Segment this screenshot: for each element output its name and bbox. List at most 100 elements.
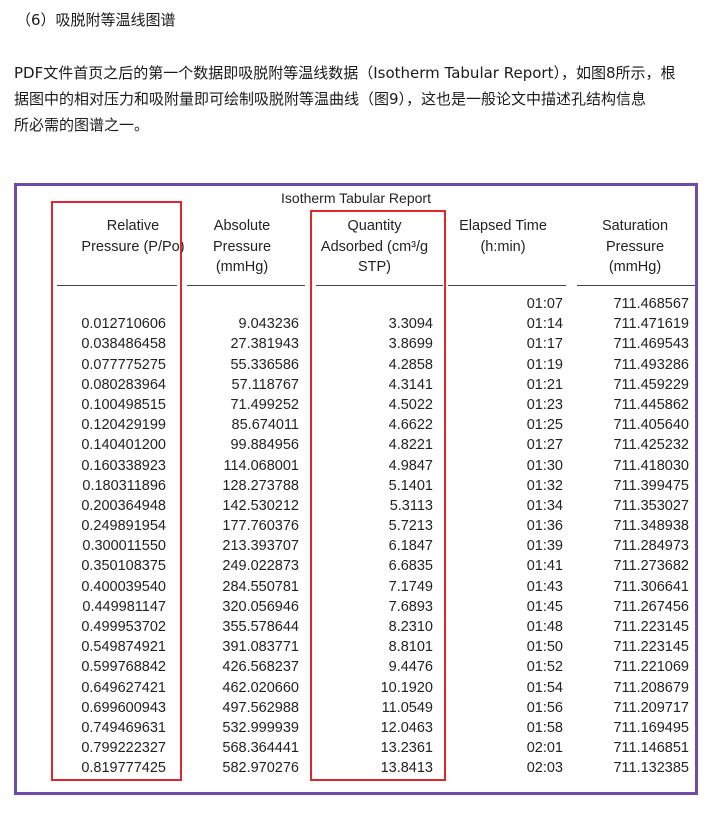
header-elapsed-time: Elapsed Time (h:min) xyxy=(443,216,563,257)
table-cell: 711.459229 xyxy=(613,376,689,393)
table-cell: 711.418030 xyxy=(613,457,689,474)
table-cell: 01:25 xyxy=(526,417,563,434)
table-cell: 4.2858 xyxy=(388,356,433,373)
header-line: (mmHg) xyxy=(215,259,269,275)
header-line: Pressure xyxy=(605,238,665,255)
table-cell: 85.674011 xyxy=(231,417,299,434)
table-cell: 711.132385 xyxy=(613,760,689,777)
table-cell: 4.5022 xyxy=(388,396,433,413)
table-cell: 6.6835 xyxy=(388,558,433,575)
table-cell: 02:03 xyxy=(526,760,563,777)
highlight-box-relative-pressure xyxy=(51,201,182,781)
table-cell: 711.146851 xyxy=(613,740,689,757)
table-cell: 9.043236 xyxy=(238,316,299,333)
table-cell: 320.056946 xyxy=(222,598,299,615)
paragraph-line: PDF文件首页之后的第一个数据即吸脱附等温线数据（Isotherm Tabula… xyxy=(14,64,676,82)
table-cell: 0.038486458 xyxy=(81,336,166,353)
column-absolute-pressure: 9.043236 27.381943 55.336586 57.118767 71.49… xyxy=(187,294,299,779)
table-cell: 462.020660 xyxy=(222,679,299,696)
table-cell: 582.970276 xyxy=(222,760,299,777)
column-saturation-pressure: 711.468567 711.471619 711.469543 711.493286… xyxy=(577,294,689,779)
header-rule xyxy=(57,285,177,286)
header-line: Saturation xyxy=(601,218,669,234)
table-cell: 0.819777425 xyxy=(81,760,166,777)
table-cell: 284.550781 xyxy=(222,578,299,595)
table-cell: 568.364441 xyxy=(222,740,299,757)
table-cell: 0.300011550 xyxy=(82,538,166,555)
table-cell: 711.425232 xyxy=(613,437,689,454)
table-cell: 4.3141 xyxy=(388,376,433,393)
header-absolute-pressure: Absolute Pressure (mmHg) xyxy=(187,216,297,278)
table-cell: 142.530212 xyxy=(222,497,299,514)
table-cell: 9.4476 xyxy=(388,659,433,676)
header-line: (h:min) xyxy=(480,238,526,255)
table-cell: 711.223145 xyxy=(613,639,689,656)
table-cell: 6.1847 xyxy=(388,538,433,555)
table-cell: 01:17 xyxy=(526,336,563,353)
table-cell: 0.549874921 xyxy=(81,639,166,656)
table-cell: 0.012710606 xyxy=(81,316,166,333)
header-line: Elapsed Time xyxy=(459,218,547,234)
table-cell: 711.468567 xyxy=(613,296,689,312)
table-cell: 0.120429199 xyxy=(81,417,166,434)
table-cell: 711.284973 xyxy=(613,538,689,555)
table-cell: 01:23 xyxy=(526,396,563,413)
table-cell: 4.6622 xyxy=(388,417,433,434)
table-cell: 0.699600943 xyxy=(81,699,166,716)
table-cell: 711.221069 xyxy=(613,659,689,676)
report-title: Isotherm Tabular Report xyxy=(281,190,431,206)
table-cell: 01:41 xyxy=(526,558,563,575)
section-heading: （6）吸脱附等温线图谱 xyxy=(16,11,176,29)
table-cell: 0.649627421 xyxy=(81,679,166,696)
table-cell: 114.068001 xyxy=(223,457,299,474)
table-cell: 01:27 xyxy=(526,437,563,454)
table-cell: 0.080283964 xyxy=(81,376,166,393)
table-cell: 213.393707 xyxy=(222,538,299,555)
table-cell: 01:21 xyxy=(526,376,563,393)
header-rule xyxy=(187,285,305,286)
table-cell: 391.083771 xyxy=(222,639,299,656)
table-cell: 0.180311896 xyxy=(82,477,166,494)
table-cell: 13.2361 xyxy=(380,740,433,757)
table-cell: 497.562988 xyxy=(222,699,299,716)
table-cell: 711.169495 xyxy=(613,719,689,736)
table-cell: 249.022873 xyxy=(222,558,299,575)
table-cell: 71.499252 xyxy=(230,396,299,413)
table-cell: 711.353027 xyxy=(613,497,689,514)
header-line: Pressure xyxy=(212,238,272,255)
table-cell: 0.449981147 xyxy=(82,598,166,615)
table-cell: 0.160338923 xyxy=(81,457,166,474)
table-cell: 01:36 xyxy=(526,518,563,535)
table-cell: 711.471619 xyxy=(613,316,689,333)
table-cell: 01:39 xyxy=(526,538,563,555)
body-paragraph: PDF文件首页之后的第一个数据即吸脱附等温线数据（Isotherm Tabula… xyxy=(14,60,704,138)
table-cell: 0.200364948 xyxy=(81,497,166,514)
table-cell: 532.999939 xyxy=(222,719,299,736)
table-cell: 711.223145 xyxy=(613,619,689,635)
table-cell: 355.578644 xyxy=(222,619,299,635)
table-cell: 27.381943 xyxy=(230,336,299,353)
header-line: Adsorbed (cm³/g xyxy=(320,238,429,255)
table-cell: 01:54 xyxy=(526,679,563,696)
table-cell: 4.9847 xyxy=(388,457,433,474)
table-cell: 12.0463 xyxy=(380,719,433,736)
table-cell: 711.399475 xyxy=(613,477,689,494)
table-cell: 01:19 xyxy=(526,356,563,373)
header-line: Relative xyxy=(106,218,160,234)
table-cell: 711.493286 xyxy=(613,356,689,373)
table-cell: 01:14 xyxy=(526,316,563,333)
table-cell: 711.209717 xyxy=(613,699,689,716)
table-cell: 3.8699 xyxy=(388,336,433,353)
table-cell: 01:45 xyxy=(526,598,563,615)
table-cell: 01:43 xyxy=(526,578,563,595)
table-cell: 5.1401 xyxy=(388,477,433,494)
table-cell: 99.884956 xyxy=(230,437,299,454)
table-cell: 57.118767 xyxy=(231,376,299,393)
header-line: (mmHg) xyxy=(608,259,662,275)
table-cell: 711.267456 xyxy=(613,598,689,615)
table-cell: 10.1920 xyxy=(380,679,433,696)
table-cell: 0.499953702 xyxy=(81,619,166,635)
header-quantity-adsorbed: Quantity Adsorbed (cm³/g STP) xyxy=(307,216,442,278)
table-cell: 01:32 xyxy=(526,477,563,494)
table-cell: 01:07 xyxy=(526,296,563,312)
